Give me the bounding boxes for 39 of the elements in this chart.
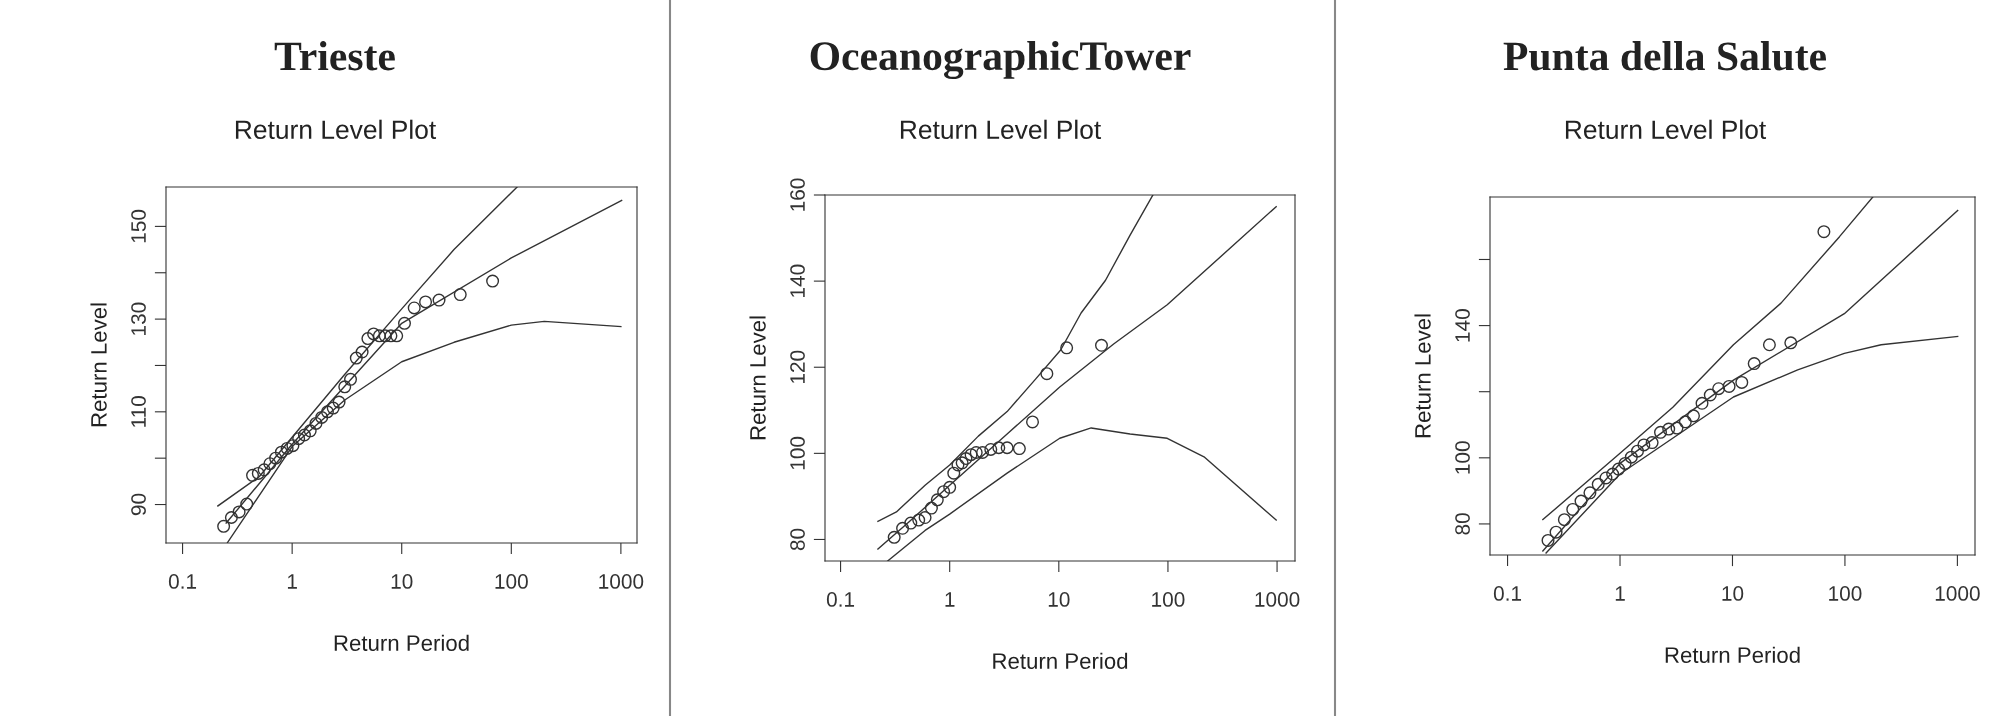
y-tick-label: 100 xyxy=(790,436,805,470)
x-axis-title: Return Period xyxy=(1665,646,1800,663)
x-tick-label: 10 xyxy=(391,574,413,589)
y-tick-label: 80 xyxy=(790,528,805,551)
y-tick-label: 120 xyxy=(790,350,805,384)
chart-subtitle: Return Level Plot xyxy=(900,119,1102,140)
x-tick-label: 100 xyxy=(495,574,528,589)
y-tick-label: 100 xyxy=(1455,441,1470,474)
x-tick-label: 1000 xyxy=(1255,592,1300,607)
x-tick-label: 100 xyxy=(1152,592,1185,607)
y-tick-label: 110 xyxy=(131,396,146,427)
y-tick-label: 80 xyxy=(1455,513,1470,535)
y-axis-title: Return Level xyxy=(1414,314,1431,438)
y-axis-title: Return Level xyxy=(90,303,107,427)
x-tick-label: 0.1 xyxy=(1493,586,1522,601)
x-axis-title: Return Period xyxy=(334,634,469,651)
x-tick-label: 10 xyxy=(1048,592,1070,607)
y-tick-label: 150 xyxy=(131,209,146,243)
y-tick-label: 160 xyxy=(790,178,805,211)
x-tick-label: 0.1 xyxy=(826,592,855,607)
y-tick-label: 130 xyxy=(131,302,146,335)
chart-subtitle: Return Level Plot xyxy=(1565,119,1767,140)
chart-subtitle: Return Level Plot xyxy=(235,119,437,140)
chart-title: OceanographicTower xyxy=(810,40,1191,80)
x-tick-label: 1 xyxy=(1615,586,1625,601)
y-tick-label: 90 xyxy=(131,493,146,516)
y-tick-label: 140 xyxy=(790,264,805,297)
chart-title: Punta della Salute xyxy=(1503,41,1826,71)
chart-title: Trieste xyxy=(274,41,395,71)
x-tick-label: 0.1 xyxy=(168,574,197,589)
x-tick-label: 10 xyxy=(1722,586,1744,601)
y-tick-label: 140 xyxy=(1455,309,1470,342)
x-axis-title: Return Period xyxy=(993,652,1128,669)
x-tick-label: 1000 xyxy=(599,574,644,589)
y-axis-title: Return Level xyxy=(749,316,766,440)
x-tick-label: 1 xyxy=(945,592,955,607)
x-tick-label: 1 xyxy=(287,574,297,589)
x-tick-label: 1000 xyxy=(1935,586,1980,601)
x-tick-label: 100 xyxy=(1829,586,1862,601)
